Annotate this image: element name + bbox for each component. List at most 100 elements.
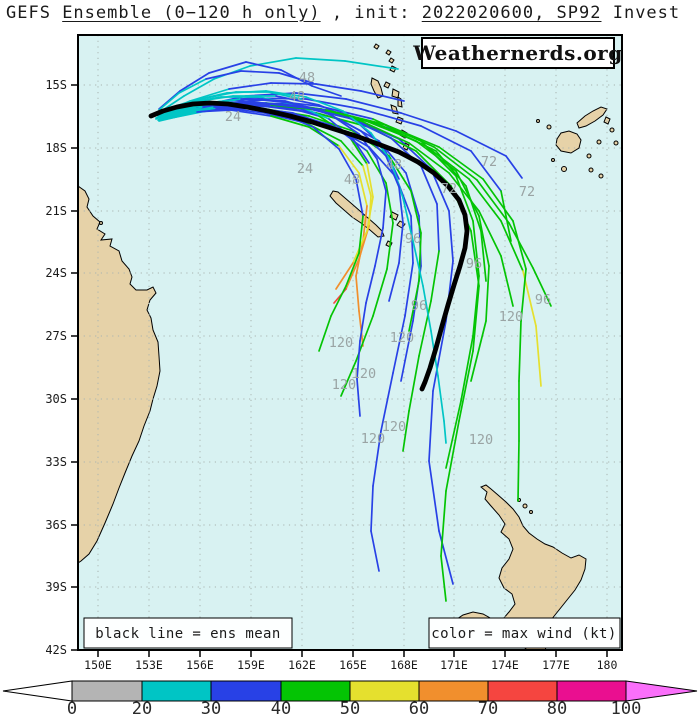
track-segment — [355, 275, 360, 312]
track-segment — [355, 178, 364, 217]
track-segment — [404, 262, 414, 317]
forecast-hour-label: 72 — [481, 154, 497, 170]
track-segment — [360, 108, 422, 127]
track-segment — [355, 240, 364, 277]
track-segment — [196, 107, 242, 113]
track-segment — [535, 325, 542, 387]
track-segment — [468, 178, 502, 222]
track-segment — [476, 179, 510, 224]
track-segment — [366, 163, 374, 198]
track-segment — [356, 340, 361, 380]
track-segment — [508, 222, 534, 269]
track-segment — [418, 300, 432, 357]
track-segment — [408, 355, 420, 412]
lon-tick-label: 159E — [237, 658, 265, 672]
track-segment — [344, 60, 399, 70]
lon-tick-label: 174E — [491, 658, 519, 672]
colorbar-left-arrow — [2, 680, 73, 702]
forecast-hour-label: 24 — [297, 161, 313, 177]
legend-left-box: black line = ens mean — [83, 617, 293, 649]
track-segment — [358, 172, 368, 207]
track-segment — [455, 130, 507, 157]
track-segment — [178, 78, 207, 94]
track-segment — [402, 410, 410, 452]
forecast-hour-label: 120 — [469, 432, 493, 448]
track-segment — [398, 186, 404, 224]
colorbar-label: 40 — [271, 699, 291, 716]
track-segment — [408, 142, 450, 174]
track-segment — [388, 155, 412, 192]
track-segment — [330, 114, 360, 135]
track-segment — [205, 91, 237, 99]
track-segment — [410, 190, 422, 234]
lon-tick-label: 153E — [135, 658, 163, 672]
track-segment — [370, 530, 380, 572]
track-segment — [440, 490, 447, 557]
colorbar-label: 60 — [409, 699, 429, 716]
track-segment — [460, 335, 474, 402]
forecast-hour-label: 120 — [390, 330, 414, 346]
track-segment — [382, 123, 435, 148]
colorbar-label: 80 — [547, 699, 567, 716]
title-segment: , init: — [320, 3, 422, 23]
colorbar-label: 30 — [201, 699, 221, 716]
track-segment — [443, 420, 447, 444]
ensemble-tracks-layer — [155, 57, 552, 602]
track-segment — [448, 210, 454, 262]
track-segment — [433, 146, 478, 181]
new-caledonia-island — [329, 190, 385, 238]
track-segment — [295, 57, 346, 62]
lon-tick-label: 162E — [288, 658, 316, 672]
track-segment — [455, 170, 480, 217]
colorbar-right-arrow — [625, 680, 698, 702]
forecast-hour-label: 120 — [329, 335, 353, 351]
lat-tick-label: 42S — [45, 643, 67, 657]
track-segment — [436, 203, 440, 252]
lat-tick-label: 27S — [45, 329, 67, 343]
forecast-hour-label: 72 — [519, 184, 535, 200]
forecast-hour-label: 120 — [382, 419, 406, 435]
track-segment — [374, 227, 384, 267]
track-segment — [179, 72, 210, 92]
colorbar-segment — [418, 680, 489, 702]
track-segment — [385, 182, 394, 224]
ensemble-track — [159, 57, 399, 113]
track-segment — [440, 555, 447, 602]
track-segment — [261, 98, 298, 105]
forecast-hour-label: 96 — [405, 231, 421, 247]
page-title: GEFS Ensemble (0−120 h only) , init: 202… — [6, 3, 680, 23]
track-segment — [208, 61, 247, 74]
track-segment — [205, 70, 242, 80]
track-segment — [358, 215, 364, 254]
track-segment — [398, 222, 404, 264]
track-segment — [360, 120, 410, 144]
track-segment — [430, 250, 440, 302]
forecast-hour-label: 24 — [225, 109, 241, 125]
lat-tick-label: 15S — [45, 78, 67, 92]
track-segment — [345, 252, 360, 287]
colorbar-segment — [349, 680, 420, 702]
track-segment — [340, 360, 357, 397]
forecast-hour-label: 120 — [332, 377, 356, 393]
track-segment — [517, 440, 520, 502]
title-segment: Invest — [601, 3, 681, 23]
track-segment — [356, 378, 361, 417]
track-segment — [512, 220, 527, 270]
track-segment — [358, 310, 364, 347]
ensemble-track — [158, 70, 314, 111]
track-segment — [372, 430, 382, 487]
track-segment — [340, 140, 364, 167]
track-segment — [275, 95, 320, 106]
forecast-hour-label: 48 — [344, 172, 360, 188]
track-segment — [400, 320, 414, 382]
track-segment — [408, 280, 420, 332]
track-segment — [295, 92, 347, 100]
track-segment — [392, 315, 406, 374]
track-segment — [245, 61, 282, 71]
forecast-hour-label: 120 — [361, 431, 385, 447]
track-segment — [402, 197, 414, 242]
track-segment — [158, 92, 180, 111]
track-segment — [318, 315, 332, 352]
lat-tick-label: 30S — [45, 392, 67, 406]
